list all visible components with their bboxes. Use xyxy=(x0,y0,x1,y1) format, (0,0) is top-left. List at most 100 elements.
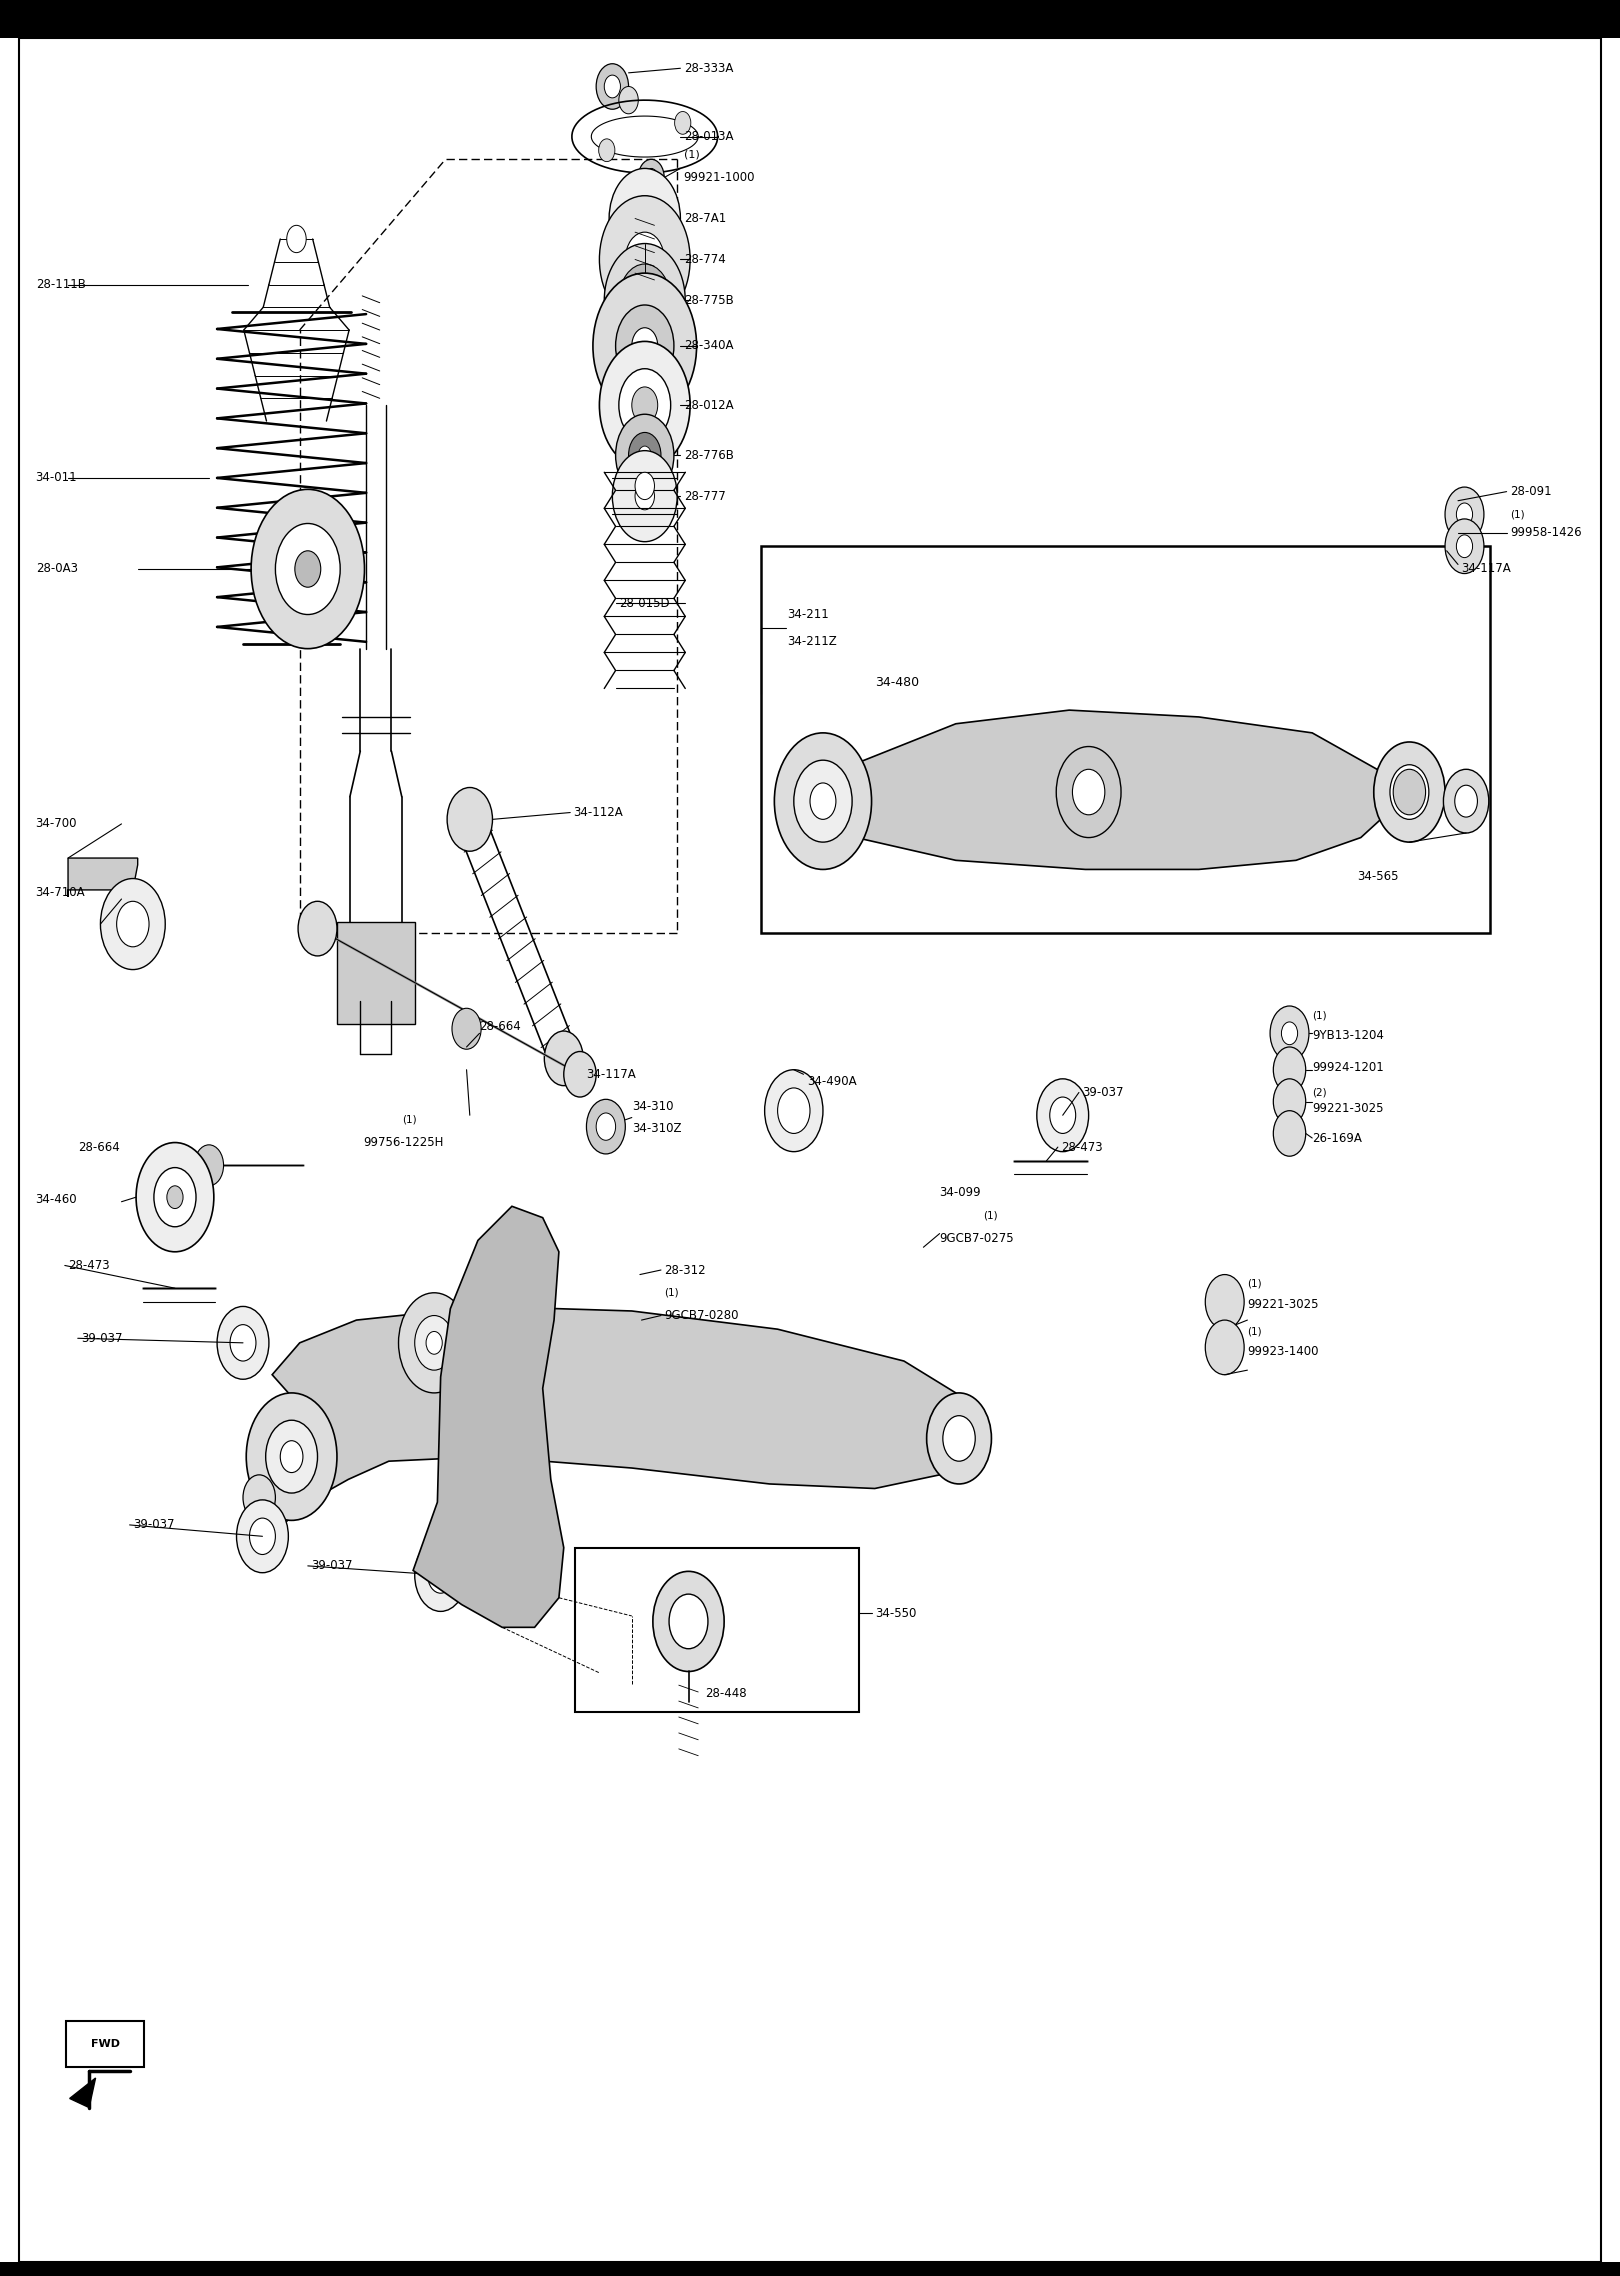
Circle shape xyxy=(452,1008,481,1049)
Text: 28-015D: 28-015D xyxy=(619,596,669,610)
Circle shape xyxy=(635,483,654,510)
Circle shape xyxy=(194,1145,224,1186)
Text: 34-117A: 34-117A xyxy=(1461,562,1511,576)
Circle shape xyxy=(1050,1097,1076,1133)
Circle shape xyxy=(249,1518,275,1555)
Bar xyxy=(66,2021,144,2067)
Circle shape xyxy=(167,1186,183,1209)
Text: 34-011: 34-011 xyxy=(36,471,78,485)
Text: 28-312: 28-312 xyxy=(664,1263,706,1277)
Text: 34-710A: 34-710A xyxy=(36,885,86,899)
Bar xyxy=(761,546,1490,933)
Text: 34-700: 34-700 xyxy=(36,817,78,831)
Circle shape xyxy=(599,139,616,162)
Text: 26-169A: 26-169A xyxy=(1312,1131,1362,1145)
Text: 99958-1426: 99958-1426 xyxy=(1510,526,1581,539)
Text: 28-333A: 28-333A xyxy=(684,61,732,75)
Text: (1): (1) xyxy=(684,150,700,159)
Circle shape xyxy=(1455,785,1477,817)
Text: 28-7A1: 28-7A1 xyxy=(684,212,726,225)
Circle shape xyxy=(399,1293,470,1393)
Text: (2): (2) xyxy=(1312,1088,1327,1097)
Circle shape xyxy=(1393,769,1426,815)
Text: (1): (1) xyxy=(1312,1011,1327,1020)
Circle shape xyxy=(616,414,674,496)
Text: 34-117A: 34-117A xyxy=(586,1067,637,1081)
Text: 34-310Z: 34-310Z xyxy=(632,1122,682,1136)
Text: 28-775B: 28-775B xyxy=(684,294,734,307)
Circle shape xyxy=(778,1088,810,1133)
Circle shape xyxy=(632,282,658,319)
Text: 34-460: 34-460 xyxy=(36,1193,78,1206)
Text: 34-490A: 34-490A xyxy=(807,1074,857,1088)
Circle shape xyxy=(674,112,690,134)
Text: 34-550: 34-550 xyxy=(875,1607,917,1621)
Circle shape xyxy=(287,225,306,253)
Text: 28-448: 28-448 xyxy=(706,1687,747,1700)
Text: 28-664: 28-664 xyxy=(480,1020,522,1033)
Text: 34-211Z: 34-211Z xyxy=(787,635,838,649)
Circle shape xyxy=(1445,519,1484,574)
Circle shape xyxy=(1445,487,1484,542)
Circle shape xyxy=(629,432,661,478)
Circle shape xyxy=(616,305,674,387)
Circle shape xyxy=(266,1420,318,1493)
Text: FRONT SUSPENSION MECHANISMS: FRONT SUSPENSION MECHANISMS xyxy=(454,11,750,27)
Text: 39-037: 39-037 xyxy=(133,1518,175,1532)
Circle shape xyxy=(632,328,658,364)
Text: for your 2007 Mazda MX-5 Miata: for your 2007 Mazda MX-5 Miata xyxy=(1074,11,1291,25)
Text: 28-776B: 28-776B xyxy=(684,448,734,462)
Circle shape xyxy=(612,451,677,542)
Text: 28-111B: 28-111B xyxy=(36,278,86,291)
Text: 99924-1201: 99924-1201 xyxy=(1312,1061,1383,1074)
Circle shape xyxy=(635,473,654,501)
Text: 1/1/16/1/1A: 1/1/16/1/1A xyxy=(1536,2265,1588,2274)
Circle shape xyxy=(136,1143,214,1252)
Circle shape xyxy=(117,901,149,947)
Circle shape xyxy=(810,783,836,819)
Bar xyxy=(337,922,415,1024)
Circle shape xyxy=(653,1570,724,1671)
Text: 28-777: 28-777 xyxy=(684,489,726,503)
Text: 99923-1400: 99923-1400 xyxy=(1247,1345,1319,1359)
Circle shape xyxy=(1390,765,1429,819)
Circle shape xyxy=(586,1099,625,1154)
Circle shape xyxy=(1270,1006,1309,1061)
Circle shape xyxy=(1072,769,1105,815)
Circle shape xyxy=(251,489,364,649)
Circle shape xyxy=(593,273,697,419)
Text: 34-480: 34-480 xyxy=(875,676,919,690)
Text: 34-211: 34-211 xyxy=(787,608,829,621)
Circle shape xyxy=(415,1539,467,1611)
Circle shape xyxy=(619,369,671,442)
Text: 34-112A: 34-112A xyxy=(573,806,624,819)
Text: 39-037: 39-037 xyxy=(1082,1086,1124,1099)
Polygon shape xyxy=(70,2078,96,2108)
Circle shape xyxy=(275,523,340,615)
Circle shape xyxy=(295,551,321,587)
Circle shape xyxy=(1205,1275,1244,1329)
Circle shape xyxy=(154,1168,196,1227)
Circle shape xyxy=(447,787,492,851)
Text: 28-664: 28-664 xyxy=(78,1140,120,1154)
Text: (1): (1) xyxy=(1247,1279,1262,1288)
Text: 39-037: 39-037 xyxy=(81,1331,123,1345)
Circle shape xyxy=(217,1306,269,1379)
Circle shape xyxy=(943,1416,975,1461)
Circle shape xyxy=(794,760,852,842)
Polygon shape xyxy=(68,858,138,897)
Text: (1): (1) xyxy=(983,1211,998,1220)
Text: (1): (1) xyxy=(664,1288,679,1297)
Circle shape xyxy=(428,1557,454,1593)
Text: (1): (1) xyxy=(1510,510,1524,519)
Text: 28-013A: 28-013A xyxy=(684,130,734,143)
Circle shape xyxy=(246,1393,337,1520)
Text: 28-091: 28-091 xyxy=(1510,485,1552,498)
Text: 34-099: 34-099 xyxy=(940,1186,982,1199)
Text: 28-473: 28-473 xyxy=(68,1259,110,1272)
Polygon shape xyxy=(272,1306,980,1525)
Circle shape xyxy=(927,1393,991,1484)
Circle shape xyxy=(1037,1079,1089,1152)
Bar xyxy=(575,1548,859,1712)
Circle shape xyxy=(230,1325,256,1361)
